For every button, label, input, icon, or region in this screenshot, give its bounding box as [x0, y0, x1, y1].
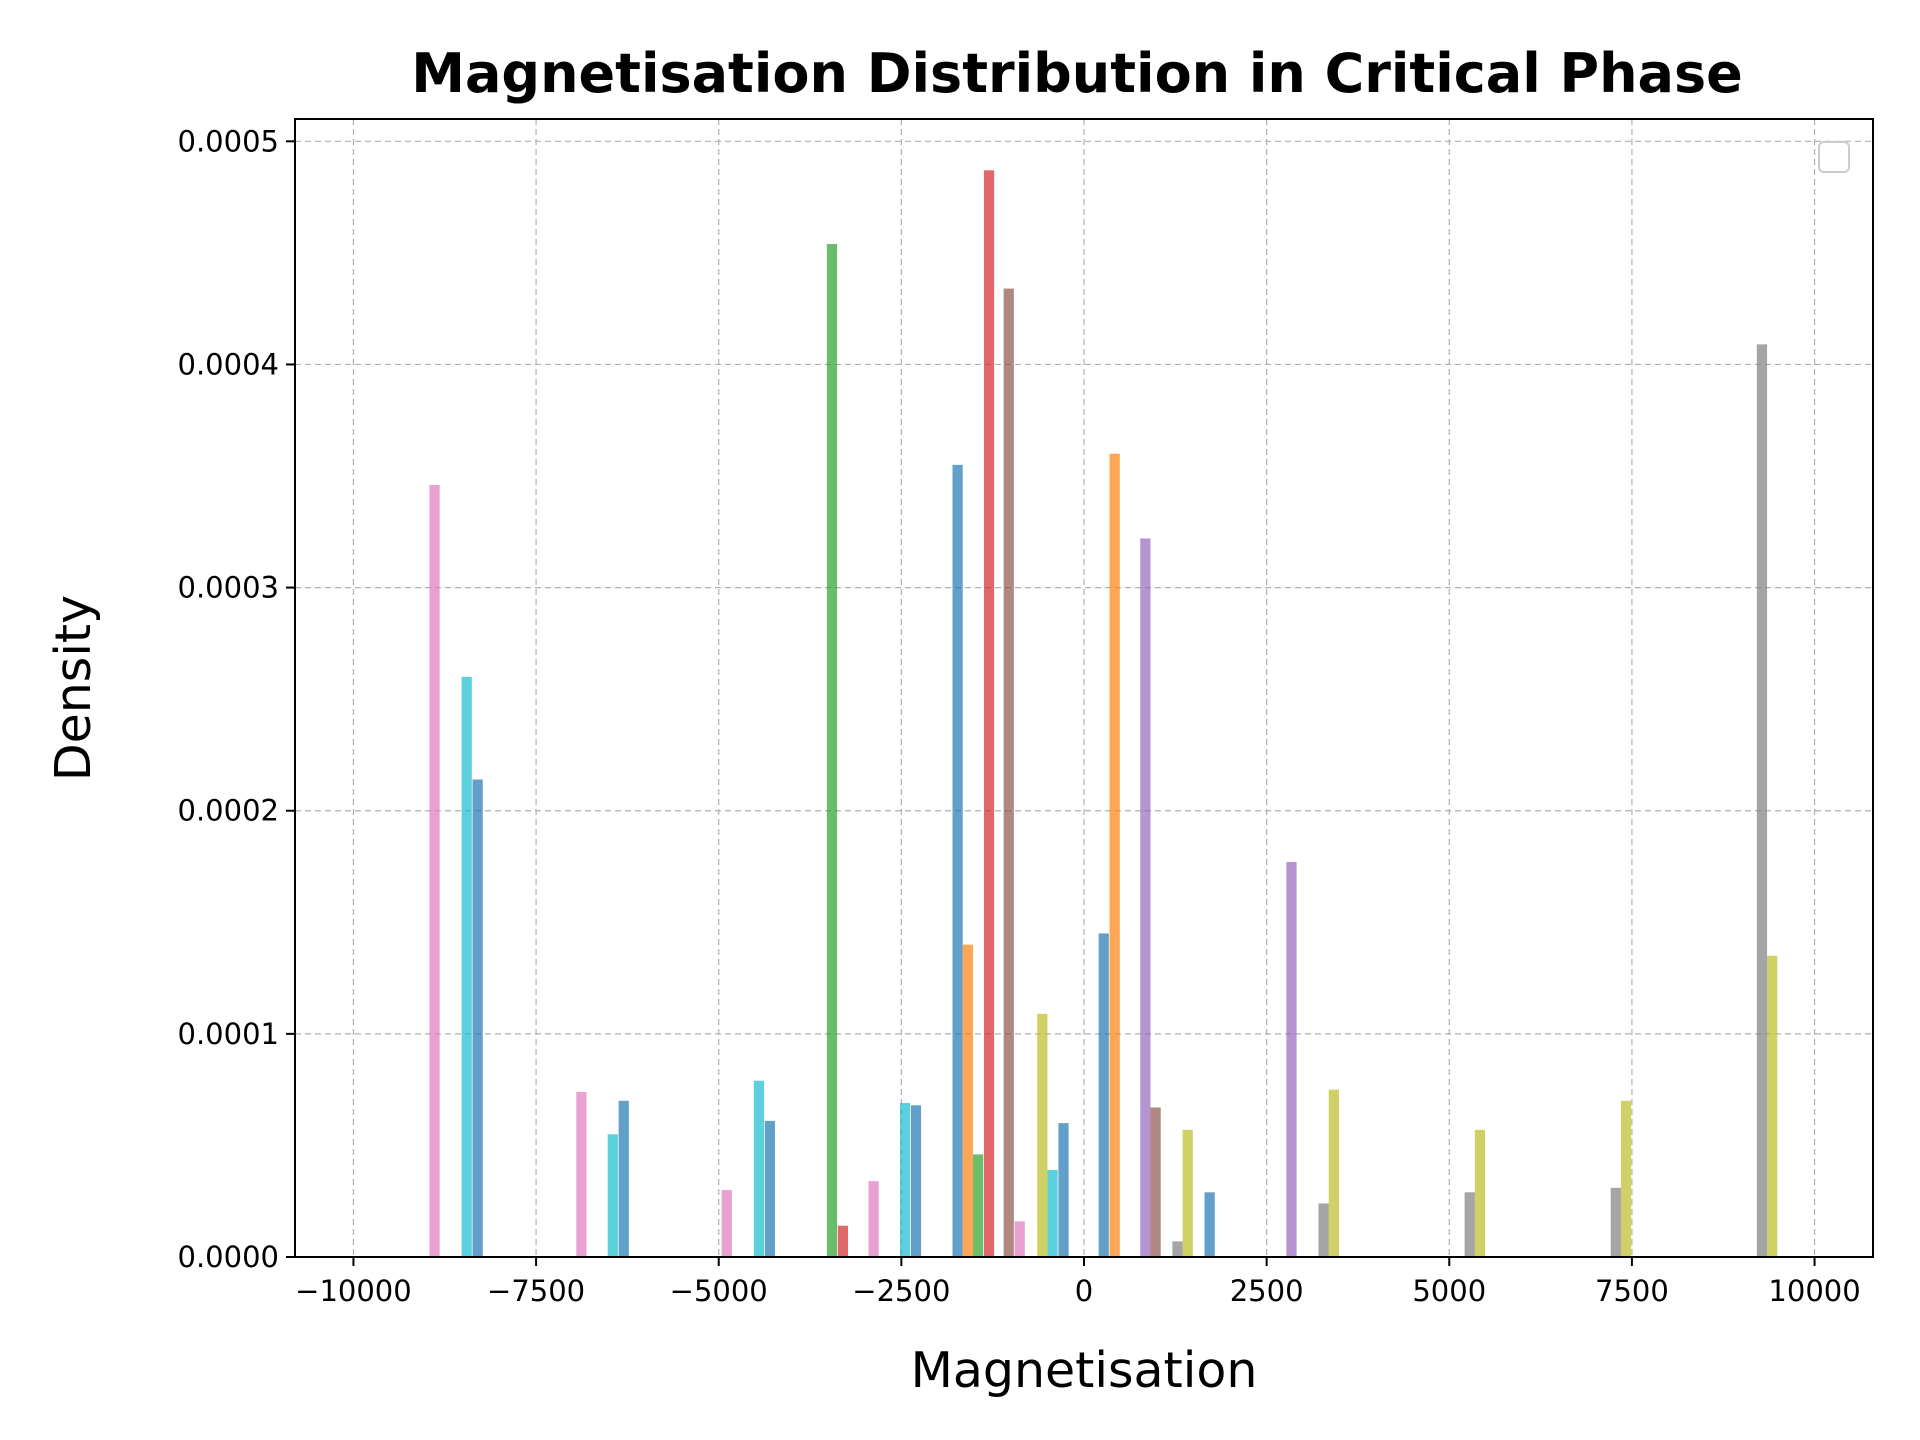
histogram-bar	[618, 1100, 629, 1257]
histogram-bar	[1756, 344, 1768, 1257]
histogram-bar	[1098, 933, 1109, 1257]
histogram-bar	[1047, 1169, 1058, 1257]
x-tick-label: 10000	[1768, 1274, 1860, 1308]
histogram-bar	[1058, 1123, 1069, 1257]
x-tick-label: 2500	[1230, 1274, 1304, 1308]
histogram-bar	[1328, 1089, 1339, 1257]
histogram-bar	[764, 1120, 775, 1257]
histogram-bar	[461, 676, 472, 1257]
histogram-bar	[1037, 1013, 1048, 1257]
x-tick-label: 7500	[1595, 1274, 1669, 1308]
y-axis-label: Density	[45, 595, 102, 781]
histogram-bar	[837, 1225, 849, 1257]
histogram-bar	[826, 243, 838, 1258]
histogram-bar	[576, 1091, 587, 1257]
histogram-bar	[1140, 538, 1151, 1257]
histogram-bar	[1474, 1129, 1486, 1257]
histogram-bar	[429, 484, 440, 1258]
grid-layer	[295, 119, 1873, 1258]
x-tick-label: −10000	[295, 1274, 412, 1308]
x-tick-label: −7500	[487, 1274, 585, 1308]
y-tick-label: 0.0003	[178, 571, 279, 605]
bars-layer	[429, 170, 1778, 1258]
histogram-bar	[1182, 1129, 1193, 1257]
histogram-bar	[972, 1154, 984, 1257]
x-axis: −10000 −7500 −5000 −2500 0 2500 5000 7500 10000	[295, 1257, 1861, 1308]
x-tick-label: −2500	[852, 1274, 950, 1308]
histogram-bar	[1464, 1192, 1475, 1257]
histogram-bar	[1003, 288, 1014, 1257]
histogram-bar	[1204, 1192, 1215, 1257]
histogram-bar	[753, 1080, 765, 1257]
histogram-bar	[868, 1181, 879, 1257]
y-tick-label: 0.0005	[178, 124, 279, 158]
y-axis: 0.0000 0.0001 0.0002 0.0003 0.0004 0.0005	[178, 124, 295, 1274]
x-axis-label: Magnetisation	[911, 1342, 1258, 1399]
histogram-bar	[1109, 453, 1120, 1257]
histogram-bar	[1318, 1203, 1329, 1257]
y-tick-label: 0.0002	[178, 794, 279, 828]
histogram-bar	[1767, 955, 1778, 1257]
histogram-bar	[962, 944, 973, 1257]
chart-title: Magnetisation Distribution in Critical P…	[411, 42, 1743, 105]
y-tick-label: 0.0004	[178, 347, 279, 381]
histogram-bar	[1286, 862, 1297, 1257]
y-tick-label: 0.0000	[178, 1240, 279, 1274]
x-tick-label: −5000	[670, 1274, 768, 1308]
y-tick-label: 0.0001	[178, 1017, 279, 1051]
histogram-bar	[607, 1134, 618, 1257]
histogram-bar	[910, 1105, 922, 1257]
legend-box	[1818, 141, 1850, 173]
histogram-bar	[1172, 1241, 1183, 1257]
histogram-bar	[1620, 1100, 1632, 1257]
histogram-bar	[472, 779, 483, 1257]
histogram-bar	[721, 1190, 732, 1257]
histogram-bar	[1610, 1187, 1621, 1257]
histogram-bar	[1014, 1221, 1025, 1257]
x-tick-label: 5000	[1412, 1274, 1486, 1308]
histogram-bar	[1150, 1107, 1161, 1257]
histogram-bar	[899, 1103, 911, 1257]
x-tick-label: 0	[1075, 1274, 1093, 1308]
histogram-bar	[952, 464, 963, 1257]
histogram-bar	[983, 170, 995, 1258]
